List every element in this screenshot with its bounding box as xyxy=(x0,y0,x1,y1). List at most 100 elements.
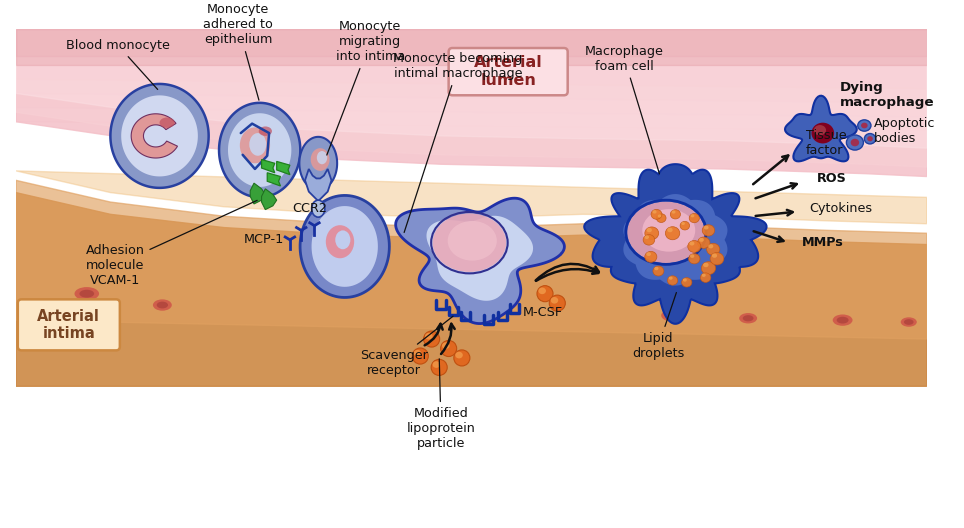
Ellipse shape xyxy=(423,331,440,347)
Polygon shape xyxy=(16,29,926,131)
Ellipse shape xyxy=(646,252,651,256)
Ellipse shape xyxy=(861,122,868,128)
Text: Arterial
lumen: Arterial lumen xyxy=(473,55,543,88)
Ellipse shape xyxy=(683,278,686,281)
Text: Lipid
droplets: Lipid droplets xyxy=(632,293,684,360)
Text: Modified
lipoprotein
particle: Modified lipoprotein particle xyxy=(407,359,475,450)
Polygon shape xyxy=(277,162,290,175)
Ellipse shape xyxy=(645,227,658,240)
Polygon shape xyxy=(261,159,275,173)
Ellipse shape xyxy=(537,286,553,301)
Ellipse shape xyxy=(454,350,469,366)
FancyBboxPatch shape xyxy=(448,48,568,95)
Ellipse shape xyxy=(812,122,834,144)
Ellipse shape xyxy=(74,287,99,300)
Ellipse shape xyxy=(865,134,875,144)
Ellipse shape xyxy=(642,209,695,252)
Text: Apoptotic
bodies: Apoptotic bodies xyxy=(873,117,935,145)
Ellipse shape xyxy=(710,252,724,265)
Polygon shape xyxy=(584,164,766,324)
Ellipse shape xyxy=(159,117,174,128)
Ellipse shape xyxy=(310,148,330,171)
Ellipse shape xyxy=(698,237,710,248)
Ellipse shape xyxy=(441,341,457,356)
Ellipse shape xyxy=(711,253,717,258)
Ellipse shape xyxy=(425,333,433,340)
Polygon shape xyxy=(267,173,281,186)
Ellipse shape xyxy=(431,360,447,375)
Ellipse shape xyxy=(707,243,720,255)
Polygon shape xyxy=(395,198,564,324)
Polygon shape xyxy=(111,84,208,188)
Ellipse shape xyxy=(657,214,661,218)
Ellipse shape xyxy=(846,135,864,150)
Ellipse shape xyxy=(670,210,681,219)
Ellipse shape xyxy=(688,253,700,264)
Ellipse shape xyxy=(858,120,870,131)
Ellipse shape xyxy=(681,221,689,230)
FancyBboxPatch shape xyxy=(17,299,120,351)
Text: CCR2: CCR2 xyxy=(292,202,327,215)
Ellipse shape xyxy=(628,202,705,263)
Polygon shape xyxy=(300,137,337,190)
Text: Monocyte
adhered to
epithelium: Monocyte adhered to epithelium xyxy=(203,3,273,100)
Ellipse shape xyxy=(549,295,565,311)
Polygon shape xyxy=(251,183,265,204)
Ellipse shape xyxy=(666,312,680,319)
Ellipse shape xyxy=(904,319,914,325)
Ellipse shape xyxy=(127,115,154,149)
Polygon shape xyxy=(16,171,926,224)
Ellipse shape xyxy=(704,225,709,230)
Polygon shape xyxy=(305,169,332,201)
Ellipse shape xyxy=(868,136,872,142)
Ellipse shape xyxy=(850,139,859,146)
Ellipse shape xyxy=(690,214,694,218)
Ellipse shape xyxy=(709,244,713,248)
Ellipse shape xyxy=(833,315,852,326)
Text: Scavenger
receptor: Scavenger receptor xyxy=(360,316,453,376)
Text: Macrophage
foam cell: Macrophage foam cell xyxy=(585,44,664,174)
Polygon shape xyxy=(624,194,728,286)
Text: Arterial
intima: Arterial intima xyxy=(38,309,100,341)
Ellipse shape xyxy=(837,317,848,324)
Ellipse shape xyxy=(689,213,699,223)
Text: MCP-1: MCP-1 xyxy=(243,233,283,247)
Ellipse shape xyxy=(250,133,266,156)
Text: Dying
macrophage: Dying macrophage xyxy=(840,81,934,109)
Ellipse shape xyxy=(739,313,757,324)
Ellipse shape xyxy=(653,266,664,276)
Polygon shape xyxy=(261,189,277,210)
Text: Blood monocyte: Blood monocyte xyxy=(66,39,170,89)
Polygon shape xyxy=(16,180,926,339)
Text: Monocyte
migrating
into intima: Monocyte migrating into intima xyxy=(327,20,405,155)
Ellipse shape xyxy=(656,214,666,222)
Polygon shape xyxy=(426,216,533,301)
Ellipse shape xyxy=(703,262,709,267)
Ellipse shape xyxy=(433,213,506,272)
Ellipse shape xyxy=(667,276,678,285)
Ellipse shape xyxy=(643,234,655,245)
Ellipse shape xyxy=(326,225,354,258)
Polygon shape xyxy=(16,29,926,55)
Text: M-CSF: M-CSF xyxy=(523,306,563,319)
Polygon shape xyxy=(16,29,926,167)
Ellipse shape xyxy=(157,301,168,308)
Ellipse shape xyxy=(665,227,680,240)
Ellipse shape xyxy=(550,297,558,304)
Polygon shape xyxy=(16,29,926,89)
Ellipse shape xyxy=(655,267,658,270)
Ellipse shape xyxy=(414,350,421,356)
Ellipse shape xyxy=(442,342,449,349)
Ellipse shape xyxy=(335,230,350,249)
Ellipse shape xyxy=(258,126,272,136)
Polygon shape xyxy=(16,29,926,65)
Text: Cytokines: Cytokines xyxy=(810,202,872,215)
Text: Tissue
factor: Tissue factor xyxy=(806,128,846,156)
Ellipse shape xyxy=(455,352,463,359)
Ellipse shape xyxy=(667,228,673,232)
Text: MMPs: MMPs xyxy=(802,236,844,249)
Polygon shape xyxy=(131,114,177,158)
Ellipse shape xyxy=(690,254,694,258)
Ellipse shape xyxy=(742,315,754,322)
Polygon shape xyxy=(219,103,301,197)
